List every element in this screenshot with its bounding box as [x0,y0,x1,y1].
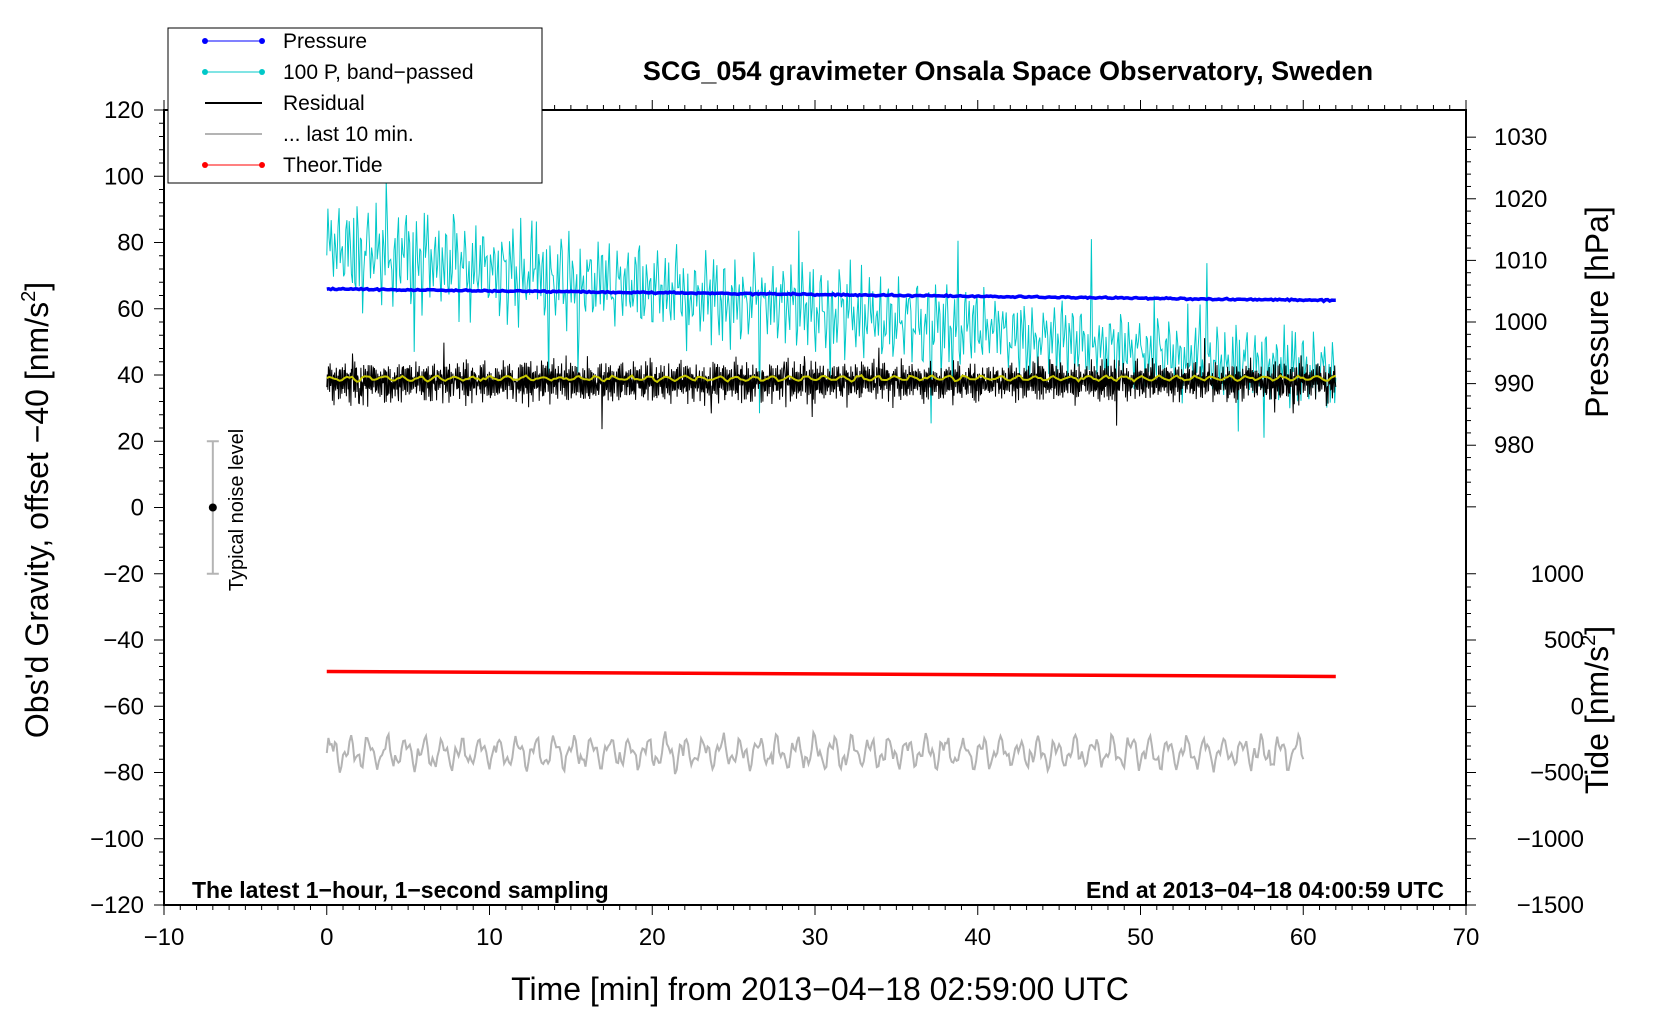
y-tick-label: 120 [104,97,144,124]
y-tick-label: −120 [90,892,144,919]
legend-marker [259,38,265,44]
x-tick-label: 60 [1290,924,1317,951]
x-tick-label: −10 [144,924,185,951]
noise-level-label: Typical noise level [226,429,248,591]
y-tick-label: 80 [117,230,144,257]
tide-axis-title-main: Tide [nm/s [1579,646,1615,794]
tide-tick-label: −1000 [1517,826,1584,853]
tide-tick-label: 0 [1571,693,1584,720]
legend-box [167,27,543,184]
y-tick-label: −20 [103,561,144,588]
tide-tick-label: −1500 [1517,892,1584,919]
series-tide-line [326,669,1336,679]
chart-title: SCG_054 gravimeter Onsala Space Observat… [643,56,1373,86]
x-axis-title: Time [min] from 2013−04−18 02:59:00 UTC [511,971,1129,1007]
legend-label: Residual [283,92,365,115]
y-tick-label: 60 [117,296,144,323]
pressure-axis-title: Pressure [hPa] [1579,206,1615,418]
y-tick-label: 40 [117,362,144,389]
tide-axis-title-end: ] [1579,626,1615,635]
x-tick-label: 0 [320,924,333,951]
y-axis-title-left: Obs'd Gravity, offset −40 [nm/s2] [18,282,55,738]
text-layer: SCG_054 gravimeter Onsala Space Observat… [18,56,1615,1007]
tide-axis-title: Tide [nm/s2] [1578,626,1615,794]
x-tick-label: 50 [1127,924,1154,951]
pressure-tick-label: 990 [1494,371,1534,398]
legend-marker [259,69,265,75]
x-tick-label: 70 [1453,924,1480,951]
axes-layer: −10 0 10 20 30 40 50 60 70−120−100−80−60−40−2002… [90,97,1584,951]
pressure-tick-label: 1010 [1494,247,1547,274]
series-last10min-line [325,728,1305,775]
series-pressure-line [326,286,1336,304]
tide-tick-label: 1000 [1531,561,1584,588]
pressure-tick-label: 1030 [1494,124,1547,151]
left-note: The latest 1−hour, 1−second sampling [192,877,609,903]
y-tick-label: −80 [103,760,144,787]
legend-marker [202,69,208,75]
x-tick-label: 30 [802,924,829,951]
series-residual-line [326,338,1337,430]
tide-tick-label: 500 [1544,627,1584,654]
pressure-tick-label: 980 [1494,432,1534,459]
y-tick-label: −100 [90,826,144,853]
tide-axis-title-sup: 2 [1578,635,1600,646]
legend-label: 100 P, band−passed [283,61,474,84]
series-residual-smoothed-line [326,373,1337,384]
tide-tick-label: −500 [1530,760,1584,787]
y-axis-title-left-sup: 2 [18,291,40,302]
x-tick-label: 40 [964,924,991,951]
y-tick-label: 0 [131,495,144,522]
y-axis-title-left-end: ] [19,282,55,291]
data-layer [206,180,1337,775]
pressure-tick-label: 1020 [1494,186,1547,213]
legend-label: Theor.Tide [283,154,383,177]
y-tick-label: −40 [103,627,144,654]
y-tick-label: 100 [104,163,144,190]
legend: Pressure 100 P, band−passed Residual ... la… [167,27,543,184]
right-note: End at 2013−04−18 04:00:59 UTC [1086,877,1444,903]
x-tick-label: 20 [639,924,666,951]
y-axis-title-left-main: Obs'd Gravity, offset −40 [nm/s [19,302,55,738]
y-tick-label: 20 [117,428,144,455]
legend-label: Pressure [283,30,367,53]
y-tick-label: −60 [103,693,144,720]
noise-bar-center-dot [208,503,217,512]
pressure-tick-label: 1000 [1494,309,1547,336]
legend-marker [259,162,265,168]
legend-marker [202,162,208,168]
series-bandpassed-line [326,180,1337,438]
legend-marker [202,38,208,44]
x-tick-label: 10 [476,924,503,951]
legend-label: ... last 10 min. [283,123,414,146]
